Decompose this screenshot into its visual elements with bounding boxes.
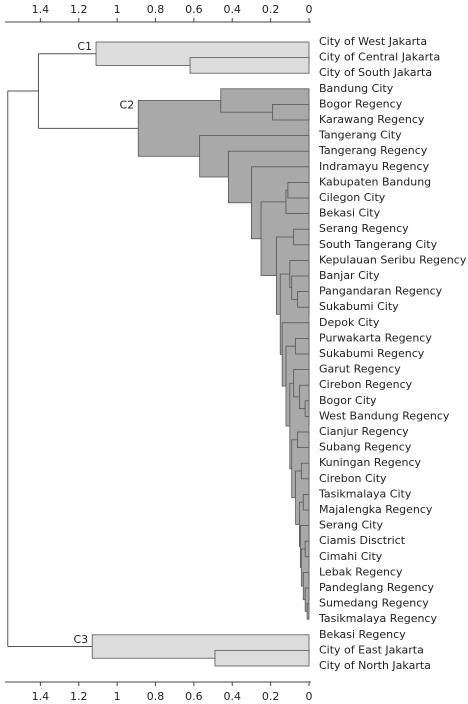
leaf-label: City of East Jakarta: [319, 643, 424, 656]
leaf-label: Subang Regency: [319, 441, 412, 454]
cluster-link: [304, 400, 310, 417]
leaf-label: Bekasi Regency: [319, 628, 406, 641]
x-tick-label: 0.6: [185, 3, 203, 16]
x-tick-label: 1.4: [32, 3, 50, 16]
cluster-link: [304, 540, 310, 558]
leaf-label: Pangandaran Regency: [319, 285, 443, 298]
x-tick-label: 0: [306, 3, 313, 16]
leaf-label: Cimahi City: [319, 550, 383, 563]
x-tick-label: 1: [114, 690, 121, 703]
cluster-link: [189, 57, 310, 74]
leaf-label: Depok City: [319, 316, 380, 329]
leaf-label: Serang City: [319, 519, 384, 532]
leaf-label: Tangerang Regency: [318, 144, 428, 157]
x-tick-label: 1.2: [70, 690, 88, 703]
leaf-label: City of North Jakarta: [319, 659, 431, 672]
leaf-label: Purwakarta Regency: [319, 331, 432, 344]
cluster-label: C1: [77, 40, 92, 53]
leaf-label: Cianjur Regency: [319, 425, 409, 438]
cluster-link: [214, 650, 310, 667]
leaf-label: Sukabumi City: [319, 300, 399, 313]
cluster-link: [300, 462, 310, 480]
cluster-link: [293, 228, 310, 246]
leaf-label: Garut Regency: [319, 363, 401, 376]
cluster-link: [272, 104, 310, 121]
x-tick-label: 0.2: [262, 3, 280, 16]
leaf-label: Tasikmalaya Regency: [318, 612, 437, 625]
leaf-label: Kuningan Regency: [319, 456, 422, 469]
cluster-label: C2: [120, 99, 135, 112]
leaf-label: Cilegon City: [319, 191, 386, 204]
leaf-label: Kabupaten Bandung: [319, 175, 431, 188]
leaf-label: Bandung City: [319, 82, 394, 95]
cluster-label: C3: [73, 633, 88, 646]
leaf-label: Kepulauan Seribu Regency: [319, 253, 467, 266]
leaf-label: South Tangerang City: [319, 238, 438, 251]
leaf-label: City of South Jakarta: [319, 66, 432, 79]
leaf-label: Cirebon City: [319, 472, 387, 485]
leaf-label: City of Central Jakarta: [319, 51, 440, 64]
x-tick-label: 0.4: [224, 3, 242, 16]
leaf-label: Cirebon Regency: [319, 378, 413, 391]
leaf-label: Pandeglang Regency: [319, 581, 435, 594]
leaf-label: Tangerang City: [318, 129, 402, 142]
cluster-link: [297, 431, 310, 448]
link: [7, 90, 93, 647]
leaf-label: Bogor Regency: [319, 97, 403, 110]
x-tick-label: 0.8: [147, 3, 165, 16]
leaf-label: Lebak Regency: [319, 565, 403, 578]
leaf-label: Bekasi City: [319, 207, 381, 220]
leaf-label: Sumedang Regency: [319, 597, 429, 610]
leaf-label: Bogor City: [319, 394, 377, 407]
x-tick-label: 0.6: [185, 690, 203, 703]
cluster-link: [306, 603, 310, 620]
leaf-label: City of West Jakarta: [319, 35, 427, 48]
x-tick-label: 0: [306, 690, 313, 703]
x-tick-label: 1.4: [32, 690, 50, 703]
cluster-link: [299, 384, 310, 410]
leaf-label: Ciamis Disctrict: [319, 534, 406, 547]
link: [37, 53, 139, 129]
x-tick-label: 1.2: [70, 3, 88, 16]
leaf-label: Sukabumi Regency: [319, 347, 425, 360]
leaf-label: Indramayu Regency: [319, 160, 430, 173]
leaf-label: Karawang Regency: [319, 113, 425, 126]
leaf-label: Serang Regency: [319, 222, 409, 235]
cluster-link: [302, 493, 310, 511]
leaf-label: Majalengka Regency: [319, 503, 433, 516]
leaf-label: Banjar City: [319, 269, 380, 282]
leaf-label: Tasikmalaya City: [318, 487, 412, 500]
cluster-link: [295, 337, 310, 355]
cluster-link: [297, 291, 310, 308]
x-tick-label: 0.8: [147, 690, 165, 703]
cluster-link: [287, 181, 310, 199]
leaf-label: West Bandung Regency: [319, 409, 450, 422]
x-tick-label: 1: [114, 3, 121, 16]
x-tick-label: 0.4: [224, 690, 242, 703]
x-tick-label: 0.2: [262, 690, 280, 703]
